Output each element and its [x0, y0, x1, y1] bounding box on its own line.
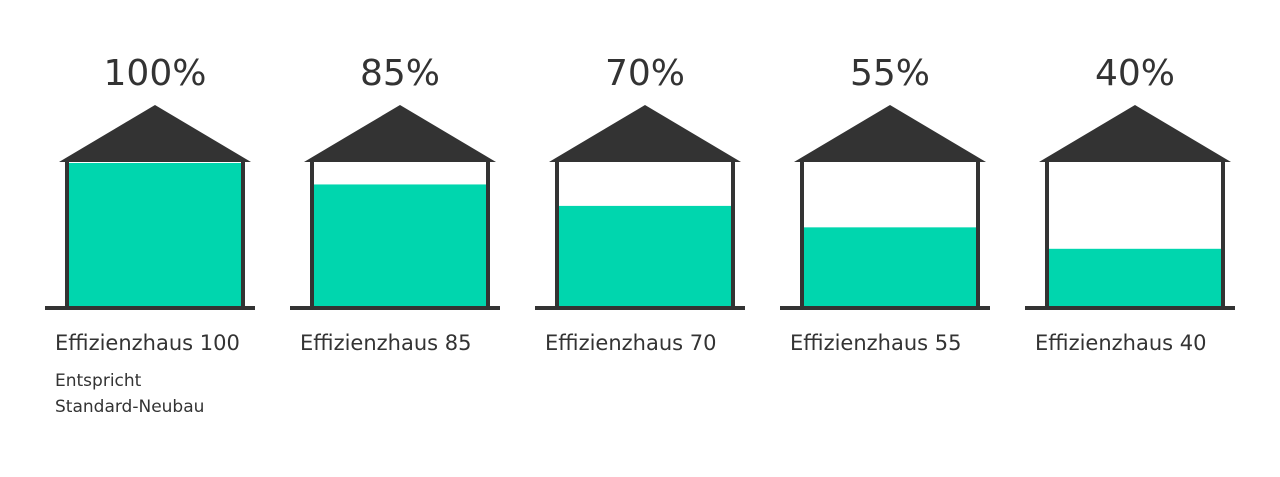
- value-label: 100%: [104, 53, 207, 94]
- roof: [794, 105, 986, 162]
- category-label: Effizienzhaus 85: [300, 331, 472, 355]
- roof: [59, 105, 251, 162]
- roof: [549, 105, 741, 162]
- fill-level: [68, 163, 242, 306]
- category-label: Effizienzhaus 40: [1035, 331, 1207, 355]
- fill-level: [313, 184, 487, 306]
- annotation: Entspricht: [55, 371, 142, 391]
- fill-level: [558, 205, 732, 306]
- category-label: Effizienzhaus 100: [55, 331, 240, 355]
- category-label: Effizienzhaus 55: [790, 331, 962, 355]
- roof: [304, 105, 496, 162]
- value-label: 70%: [605, 53, 685, 94]
- category-label: Effizienzhaus 70: [545, 331, 717, 355]
- value-label: 55%: [850, 53, 930, 94]
- value-label: 85%: [360, 53, 440, 94]
- value-label: 40%: [1095, 53, 1175, 94]
- annotation: Standard-Neubau: [55, 397, 204, 417]
- fill-level: [1048, 248, 1222, 306]
- fill-level: [803, 227, 977, 306]
- roof: [1039, 105, 1231, 162]
